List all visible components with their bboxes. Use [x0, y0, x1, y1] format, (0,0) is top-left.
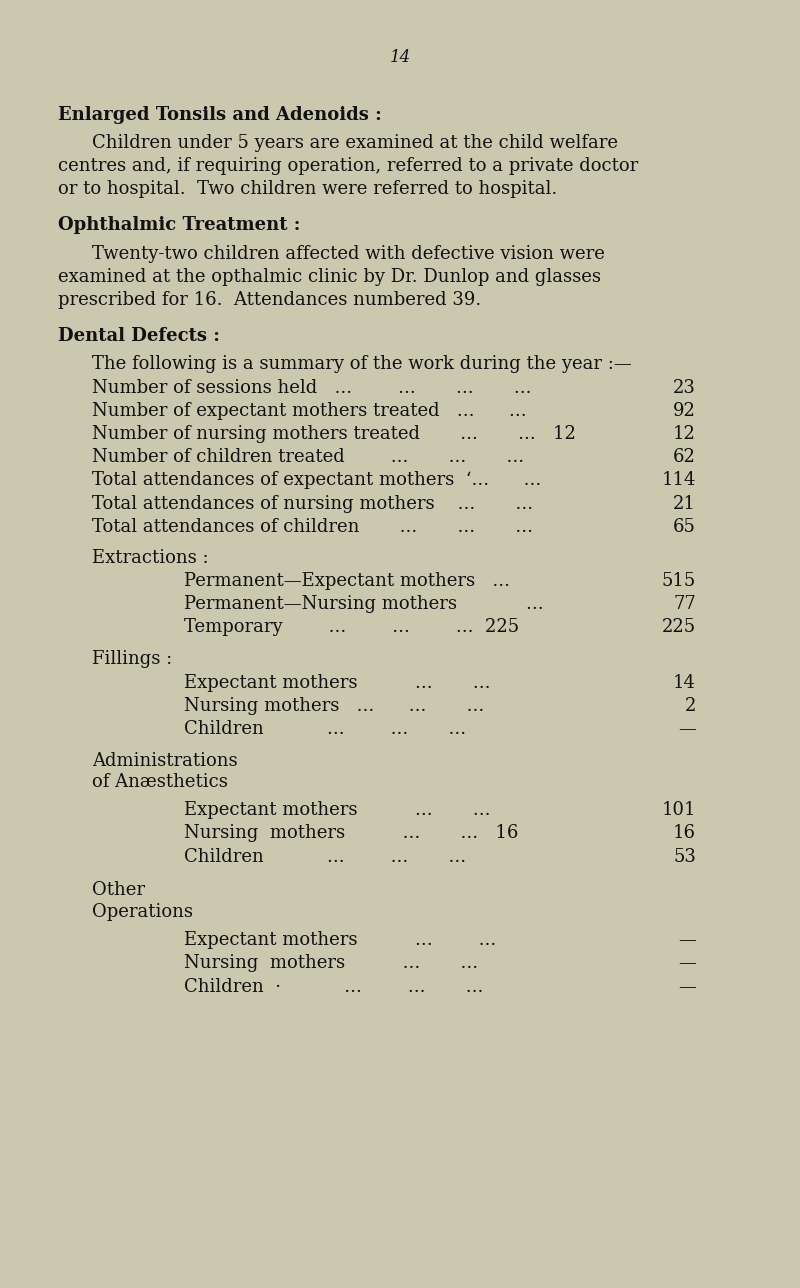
Text: Nursing  mothers          ...       ...   16: Nursing mothers ... ... 16	[184, 824, 518, 842]
Text: or to hospital.  Two children were referred to hospital.: or to hospital. Two children were referr…	[58, 180, 557, 198]
Text: 14: 14	[390, 49, 410, 66]
Text: 225: 225	[662, 618, 696, 636]
Text: Extractions :: Extractions :	[92, 549, 209, 567]
Text: The following is a summary of the work during the year :—: The following is a summary of the work d…	[92, 355, 632, 374]
Text: Expectant mothers          ...       ...: Expectant mothers ... ...	[184, 801, 490, 819]
Text: centres and, if requiring operation, referred to a private doctor: centres and, if requiring operation, ref…	[58, 157, 638, 175]
Text: —: —	[678, 931, 696, 949]
Text: 515: 515	[662, 572, 696, 590]
Text: Nursing mothers   ...      ...       ...: Nursing mothers ... ... ...	[184, 697, 484, 715]
Text: Twenty-two children affected with defective vision were: Twenty-two children affected with defect…	[92, 245, 605, 263]
Text: Children           ...        ...       ...: Children ... ... ...	[184, 720, 466, 738]
Text: Children under 5 years are examined at the child welfare: Children under 5 years are examined at t…	[92, 134, 618, 152]
Text: Ophthalmic Treatment :: Ophthalmic Treatment :	[58, 216, 300, 234]
Text: Children  ·           ...        ...       ...: Children · ... ... ...	[184, 978, 483, 996]
Text: 65: 65	[673, 518, 696, 536]
Text: Fillings :: Fillings :	[92, 650, 172, 668]
Text: Number of children treated        ...       ...       ...: Number of children treated ... ... ...	[92, 448, 524, 466]
Text: Number of sessions held   ...        ...       ...       ...: Number of sessions held ... ... ... ...	[92, 379, 531, 397]
Text: Operations: Operations	[92, 903, 193, 921]
Text: 23: 23	[673, 379, 696, 397]
Text: 101: 101	[662, 801, 696, 819]
Text: 53: 53	[673, 848, 696, 866]
Text: 12: 12	[673, 425, 696, 443]
Text: prescribed for 16.  Attendances numbered 39.: prescribed for 16. Attendances numbered …	[58, 291, 481, 309]
Text: Enlarged Tonsils and Adenoids :: Enlarged Tonsils and Adenoids :	[58, 106, 382, 124]
Text: 16: 16	[673, 824, 696, 842]
Text: Total attendances of expectant mothers  ‘...      ...: Total attendances of expectant mothers ‘…	[92, 471, 542, 489]
Text: Expectant mothers          ...       ...: Expectant mothers ... ...	[184, 674, 490, 692]
Text: examined at the opthalmic clinic by Dr. Dunlop and glasses: examined at the opthalmic clinic by Dr. …	[58, 268, 601, 286]
Text: Temporary        ...        ...        ...  225: Temporary ... ... ... 225	[184, 618, 519, 636]
Text: Total attendances of nursing mothers    ...       ...: Total attendances of nursing mothers ...…	[92, 495, 533, 513]
Text: Number of nursing mothers treated       ...       ...   12: Number of nursing mothers treated ... ..…	[92, 425, 576, 443]
Text: Nursing  mothers          ...       ...: Nursing mothers ... ...	[184, 954, 478, 972]
Text: Number of expectant mothers treated   ...      ...: Number of expectant mothers treated ... …	[92, 402, 526, 420]
Text: 62: 62	[673, 448, 696, 466]
Text: —: —	[678, 978, 696, 996]
Text: Total attendances of children       ...       ...       ...: Total attendances of children ... ... ..…	[92, 518, 533, 536]
Text: Permanent—Nursing mothers            ...: Permanent—Nursing mothers ...	[184, 595, 544, 613]
Text: 114: 114	[662, 471, 696, 489]
Text: Administrations: Administrations	[92, 752, 238, 770]
Text: Expectant mothers          ...        ...: Expectant mothers ... ...	[184, 931, 496, 949]
Text: 77: 77	[674, 595, 696, 613]
Text: —: —	[678, 720, 696, 738]
Text: Children           ...        ...       ...: Children ... ... ...	[184, 848, 466, 866]
Text: 21: 21	[673, 495, 696, 513]
Text: —: —	[678, 954, 696, 972]
Text: Other: Other	[92, 881, 145, 899]
Text: Permanent—Expectant mothers   ...: Permanent—Expectant mothers ...	[184, 572, 510, 590]
Text: 14: 14	[673, 674, 696, 692]
Text: of Anæsthetics: of Anæsthetics	[92, 773, 228, 791]
Text: 2: 2	[685, 697, 696, 715]
Text: 92: 92	[673, 402, 696, 420]
Text: Dental Defects :: Dental Defects :	[58, 327, 219, 345]
